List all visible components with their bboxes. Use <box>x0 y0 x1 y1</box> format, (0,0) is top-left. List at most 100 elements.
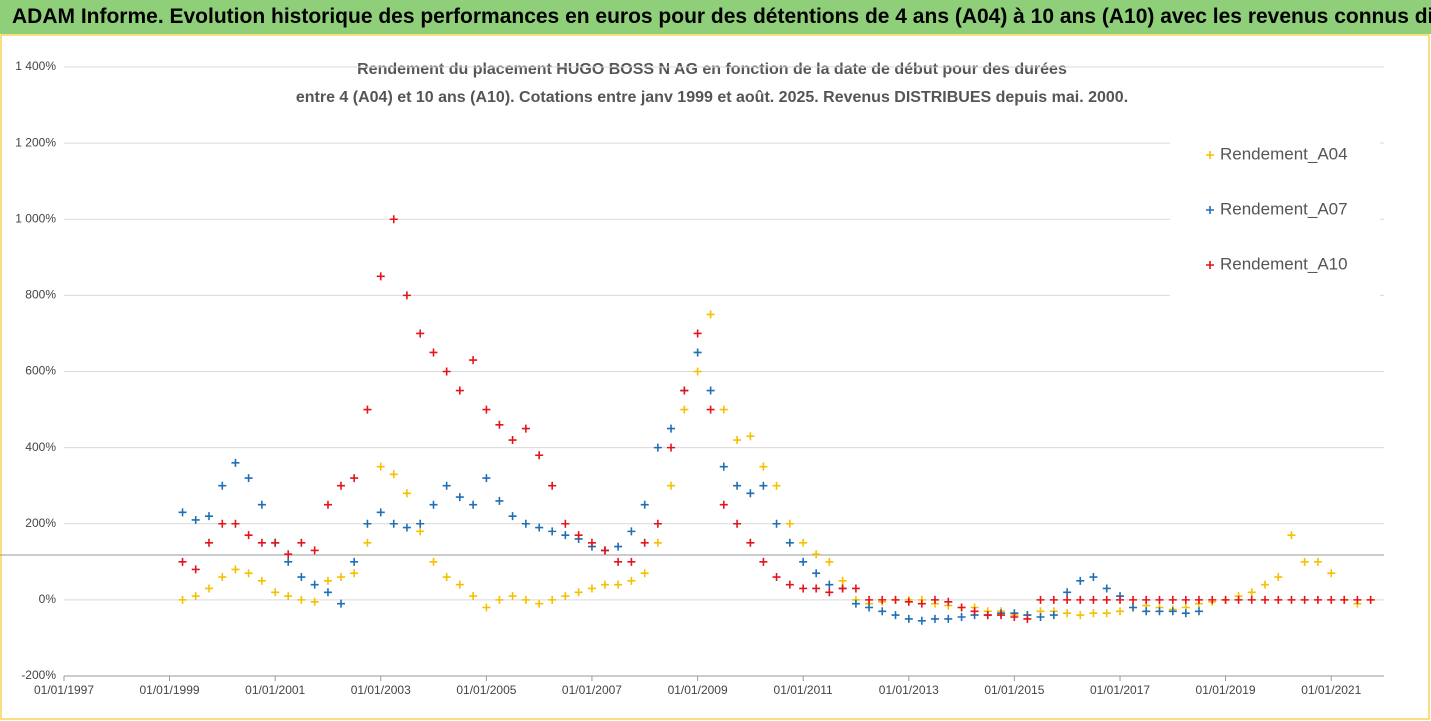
point <box>600 580 609 589</box>
point <box>640 538 649 547</box>
point <box>402 523 411 532</box>
point <box>1274 573 1283 582</box>
point <box>257 576 266 585</box>
point <box>376 508 385 517</box>
point <box>376 272 385 281</box>
point <box>640 569 649 578</box>
point <box>1300 595 1309 604</box>
x-tick-label: 01/01/2003 <box>351 683 411 697</box>
point <box>244 569 253 578</box>
point <box>257 538 266 547</box>
point <box>1327 569 1336 578</box>
point <box>336 481 345 490</box>
point <box>495 420 504 429</box>
point <box>548 595 557 604</box>
point <box>389 519 398 528</box>
title-bg <box>290 54 1130 112</box>
point <box>1036 595 1045 604</box>
point <box>772 519 781 528</box>
point <box>218 481 227 490</box>
point <box>1063 609 1072 618</box>
point <box>1023 614 1032 623</box>
point <box>442 481 451 490</box>
series <box>178 215 1375 623</box>
point <box>1102 595 1111 604</box>
point <box>284 592 293 601</box>
point <box>508 512 517 521</box>
point <box>812 550 821 559</box>
y-tick-label: 800% <box>25 288 56 302</box>
point <box>772 573 781 582</box>
point <box>350 557 359 566</box>
point <box>1102 584 1111 593</box>
point <box>482 405 491 414</box>
point <box>310 546 319 555</box>
point <box>231 458 240 467</box>
point <box>482 603 491 612</box>
point <box>336 599 345 608</box>
point <box>891 611 900 620</box>
point <box>838 584 847 593</box>
point <box>535 599 544 608</box>
chart: Rendement du placement HUGO BOSS N AG en… <box>0 34 1430 720</box>
point <box>429 500 438 509</box>
point <box>680 405 689 414</box>
legend-marker <box>1206 151 1214 159</box>
point <box>917 599 926 608</box>
point <box>587 538 596 547</box>
point <box>561 531 570 540</box>
point <box>878 595 887 604</box>
point <box>416 527 425 536</box>
point <box>271 538 280 547</box>
point <box>825 557 834 566</box>
point <box>733 519 742 528</box>
point <box>178 557 187 566</box>
legend-label: Rendement_A04 <box>1220 144 1348 163</box>
y-tick-label: 0% <box>39 592 57 606</box>
point <box>733 436 742 445</box>
point <box>1181 609 1190 618</box>
point <box>548 481 557 490</box>
point <box>204 538 213 547</box>
point <box>1247 588 1256 597</box>
point <box>1129 595 1138 604</box>
point <box>693 367 702 376</box>
point <box>1076 595 1085 604</box>
point <box>204 584 213 593</box>
point <box>957 613 966 622</box>
point <box>812 584 821 593</box>
point <box>1089 573 1098 582</box>
legend-label: Rendement_A07 <box>1220 199 1348 218</box>
point <box>218 519 227 528</box>
point <box>1234 595 1243 604</box>
legend-marker <box>1206 206 1214 214</box>
point <box>693 348 702 357</box>
point <box>1089 595 1098 604</box>
point <box>1168 607 1177 616</box>
point <box>535 451 544 460</box>
point <box>706 386 715 395</box>
point <box>455 580 464 589</box>
point <box>719 500 728 509</box>
chart-frame <box>0 34 1430 720</box>
point <box>878 607 887 616</box>
point <box>1287 595 1296 604</box>
point <box>1208 595 1217 604</box>
point <box>350 569 359 578</box>
point <box>323 588 332 597</box>
point <box>561 592 570 601</box>
x-tick-label: 01/01/2019 <box>1196 683 1256 697</box>
point <box>587 584 596 593</box>
point <box>812 569 821 578</box>
point <box>521 595 530 604</box>
point <box>667 481 676 490</box>
point <box>363 538 372 547</box>
point <box>429 348 438 357</box>
point <box>574 588 583 597</box>
point <box>1221 595 1230 604</box>
y-tick-label: 600% <box>25 364 56 378</box>
point <box>706 405 715 414</box>
x-tick-label: 01/01/2005 <box>456 683 516 697</box>
point <box>191 592 200 601</box>
point <box>680 386 689 395</box>
